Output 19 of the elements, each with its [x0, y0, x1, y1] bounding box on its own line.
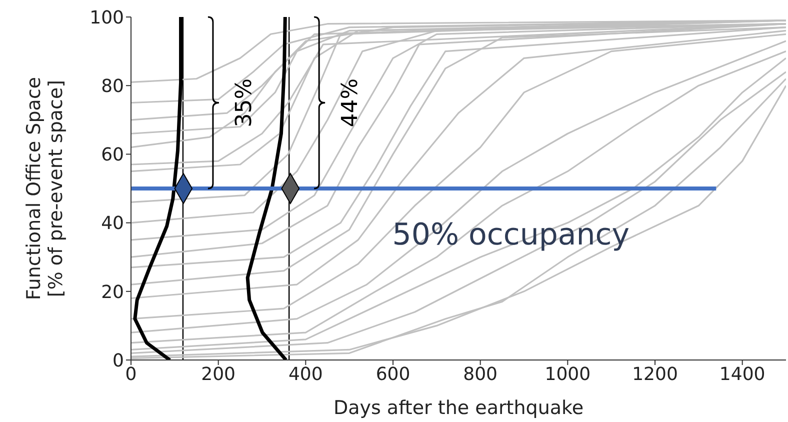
y-tick-label: 100 [90, 7, 124, 28]
x-tick-label: 1000 [544, 364, 591, 385]
y-tick-label: 80 [101, 76, 124, 97]
annotation: 35% [232, 78, 257, 128]
x-tick-label: 800 [463, 364, 498, 385]
x-tick-label: 200 [201, 364, 236, 385]
y-tick-label: 0 [112, 350, 124, 372]
y-tick-label: 20 [101, 282, 124, 303]
x-tick-label: 1400 [719, 364, 766, 385]
annotation: 50% occupancy [392, 218, 630, 252]
annotation: 44% [338, 78, 364, 128]
y-tick-label: 60 [101, 144, 124, 166]
x-tick-label: 600 [376, 364, 410, 385]
x-tick-label: 0 [125, 364, 137, 385]
y-axis-title: Functional Office Space [% of pre-event space] [23, 76, 67, 300]
x-axis-title: Days after the earthquake [333, 397, 584, 419]
x-tick-label: 400 [288, 364, 323, 385]
y-tick-label: 40 [101, 213, 124, 234]
x-tick-label: 1200 [632, 364, 678, 385]
